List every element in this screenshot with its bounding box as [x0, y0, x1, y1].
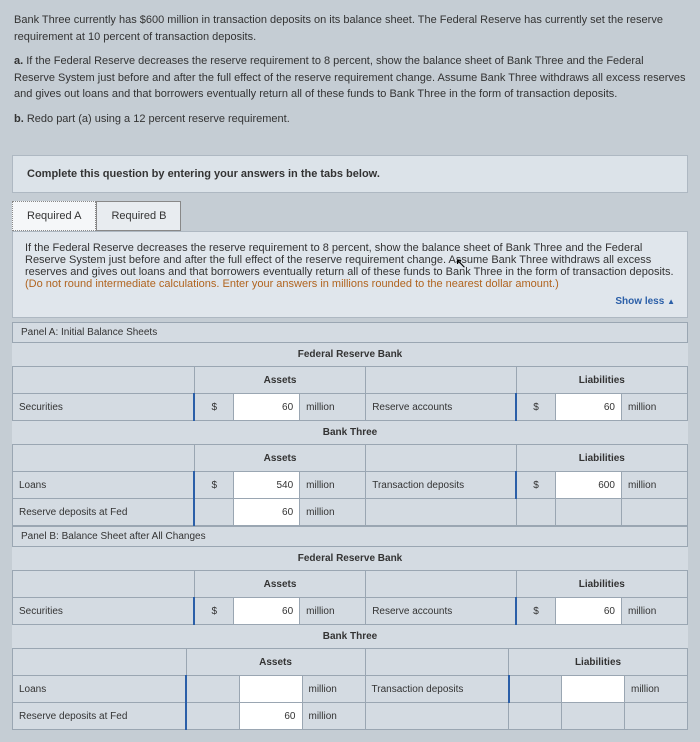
- tab-required-a[interactable]: Required A: [12, 201, 96, 231]
- part-b: b. Redo part (a) using a 12 percent rese…: [14, 111, 686, 128]
- balance-sheets: Panel A: Initial Balance Sheets Federal …: [12, 322, 688, 730]
- frb-table-b: AssetsLiabilities Securities $ 60 millio…: [12, 570, 688, 625]
- b3-a-loans-input[interactable]: 540: [234, 472, 300, 499]
- panel-a-label: Panel A: Initial Balance Sheets: [12, 322, 688, 343]
- b3-a-trans-input[interactable]: 600: [555, 472, 621, 499]
- frb-b-securities-input[interactable]: 60: [234, 598, 300, 625]
- question-panel: If the Federal Reserve decreases the res…: [12, 231, 688, 318]
- frb-table-a: AssetsLiabilities Securities $ 60 millio…: [12, 366, 688, 421]
- frb-b-reserves-input[interactable]: 60: [555, 598, 621, 625]
- caret-up-icon: ▲: [667, 297, 675, 306]
- bank3-title-b: Bank Three: [12, 625, 688, 648]
- bank3-table-b: AssetsLiabilities Loans million Transact…: [12, 648, 688, 730]
- panel-hint: (Do not round intermediate calculations.…: [25, 278, 559, 290]
- b3-a-resdep-input[interactable]: 60: [234, 499, 300, 526]
- frb-title-a: Federal Reserve Bank: [12, 343, 688, 366]
- panel-text: If the Federal Reserve decreases the res…: [25, 242, 674, 278]
- cursor-icon: ↖: [455, 255, 467, 272]
- bank3-title-a: Bank Three: [12, 421, 688, 444]
- b3-b-loans-input[interactable]: [239, 676, 302, 703]
- frb-title-b: Federal Reserve Bank: [12, 547, 688, 570]
- tab-required-b[interactable]: Required B: [96, 201, 181, 231]
- frb-a-securities-input[interactable]: 60: [234, 394, 300, 421]
- b3-b-resdep-input[interactable]: 60: [239, 703, 302, 730]
- intro-text: Bank Three currently has $600 million in…: [14, 12, 686, 45]
- part-a: a. If the Federal Reserve decreases the …: [14, 53, 686, 103]
- instruction-bar: Complete this question by entering your …: [12, 155, 688, 193]
- tabs: Required A Required B: [12, 201, 688, 231]
- trans-deposits-label: Transaction deposits: [366, 472, 516, 499]
- reserve-accounts-label: Reserve accounts: [366, 394, 516, 421]
- show-less-link[interactable]: Show less ▲: [25, 290, 675, 307]
- bank3-table-a: AssetsLiabilities Loans $ 540 million Tr…: [12, 444, 688, 526]
- problem-statement: Bank Three currently has $600 million in…: [0, 0, 700, 147]
- securities-label: Securities: [13, 394, 195, 421]
- reserve-deposits-label: Reserve deposits at Fed: [13, 499, 195, 526]
- b3-b-trans-input[interactable]: [562, 676, 625, 703]
- panel-b-label: Panel B: Balance Sheet after All Changes: [12, 526, 688, 547]
- loans-label: Loans: [13, 472, 195, 499]
- frb-a-reserves-input[interactable]: 60: [555, 394, 621, 421]
